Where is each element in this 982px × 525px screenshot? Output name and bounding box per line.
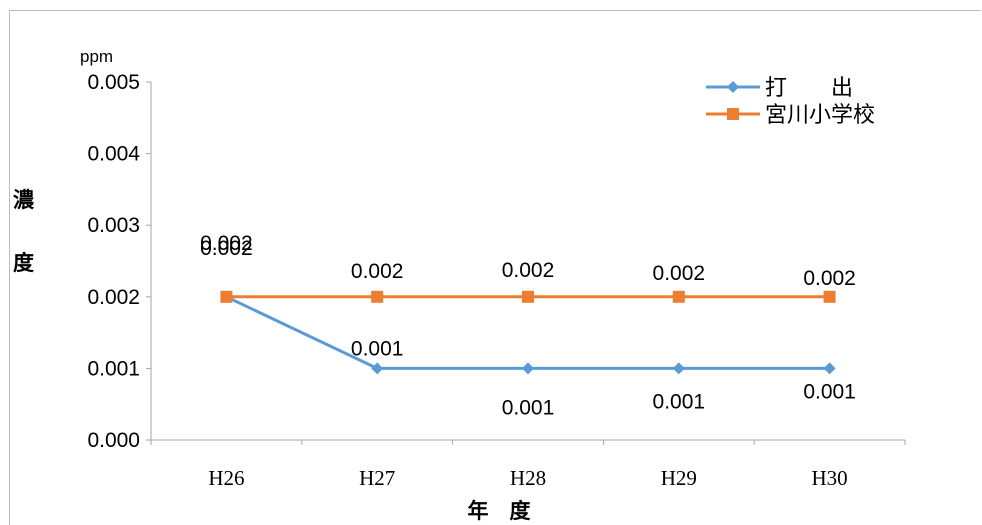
data-label: 0.002 bbox=[200, 237, 253, 260]
data-point-diamond bbox=[823, 362, 836, 375]
x-tick-label: H29 bbox=[661, 466, 697, 490]
series-line-1 bbox=[225, 295, 830, 370]
legend-label: 宮川小学校 bbox=[765, 103, 875, 128]
unit-label: ppm bbox=[80, 47, 113, 66]
data-label: 0.001 bbox=[653, 390, 706, 413]
legend-marker-square bbox=[727, 108, 739, 120]
x-tick-label: H28 bbox=[510, 466, 546, 490]
x-tick-label: H27 bbox=[359, 466, 395, 490]
y-axis-label-char-2: 度 bbox=[13, 251, 34, 275]
data-label: 0.002 bbox=[200, 232, 253, 255]
data-point-diamond bbox=[522, 362, 534, 375]
x-tick-label: H30 bbox=[812, 466, 848, 490]
x-tick-label: H26 bbox=[208, 466, 244, 490]
y-tick-label: 0.002 bbox=[87, 286, 140, 309]
y-tick-label: 0.004 bbox=[87, 143, 140, 166]
y-tick-label: 0.003 bbox=[87, 214, 140, 237]
data-point-diamond bbox=[672, 362, 685, 375]
data-label: 0.001 bbox=[803, 380, 856, 403]
x-axis-label: 年 度 bbox=[468, 499, 531, 523]
y-tick-label: 0.000 bbox=[87, 429, 140, 452]
data-label: 0.002 bbox=[803, 267, 856, 290]
y-tick-label: 0.001 bbox=[87, 357, 140, 380]
data-label: 0.001 bbox=[502, 396, 555, 419]
legend-marker-diamond bbox=[727, 81, 739, 93]
data-point-square bbox=[672, 290, 685, 303]
legend-label: 打 出 bbox=[765, 76, 853, 101]
data-point-square bbox=[220, 290, 233, 303]
y-tick-label: 0.005 bbox=[87, 71, 140, 94]
data-label: 0.002 bbox=[653, 262, 706, 285]
data-label: 0.002 bbox=[502, 259, 555, 282]
data-label: 0.002 bbox=[351, 260, 404, 283]
data-label: 0.001 bbox=[351, 337, 404, 360]
chart-frame bbox=[9, 10, 981, 525]
data-point-square bbox=[522, 290, 534, 303]
data-point-square bbox=[371, 290, 384, 303]
y-axis-label-char-1: 濃 bbox=[13, 188, 35, 212]
data-point-diamond bbox=[371, 362, 384, 375]
data-point-square bbox=[823, 290, 836, 303]
